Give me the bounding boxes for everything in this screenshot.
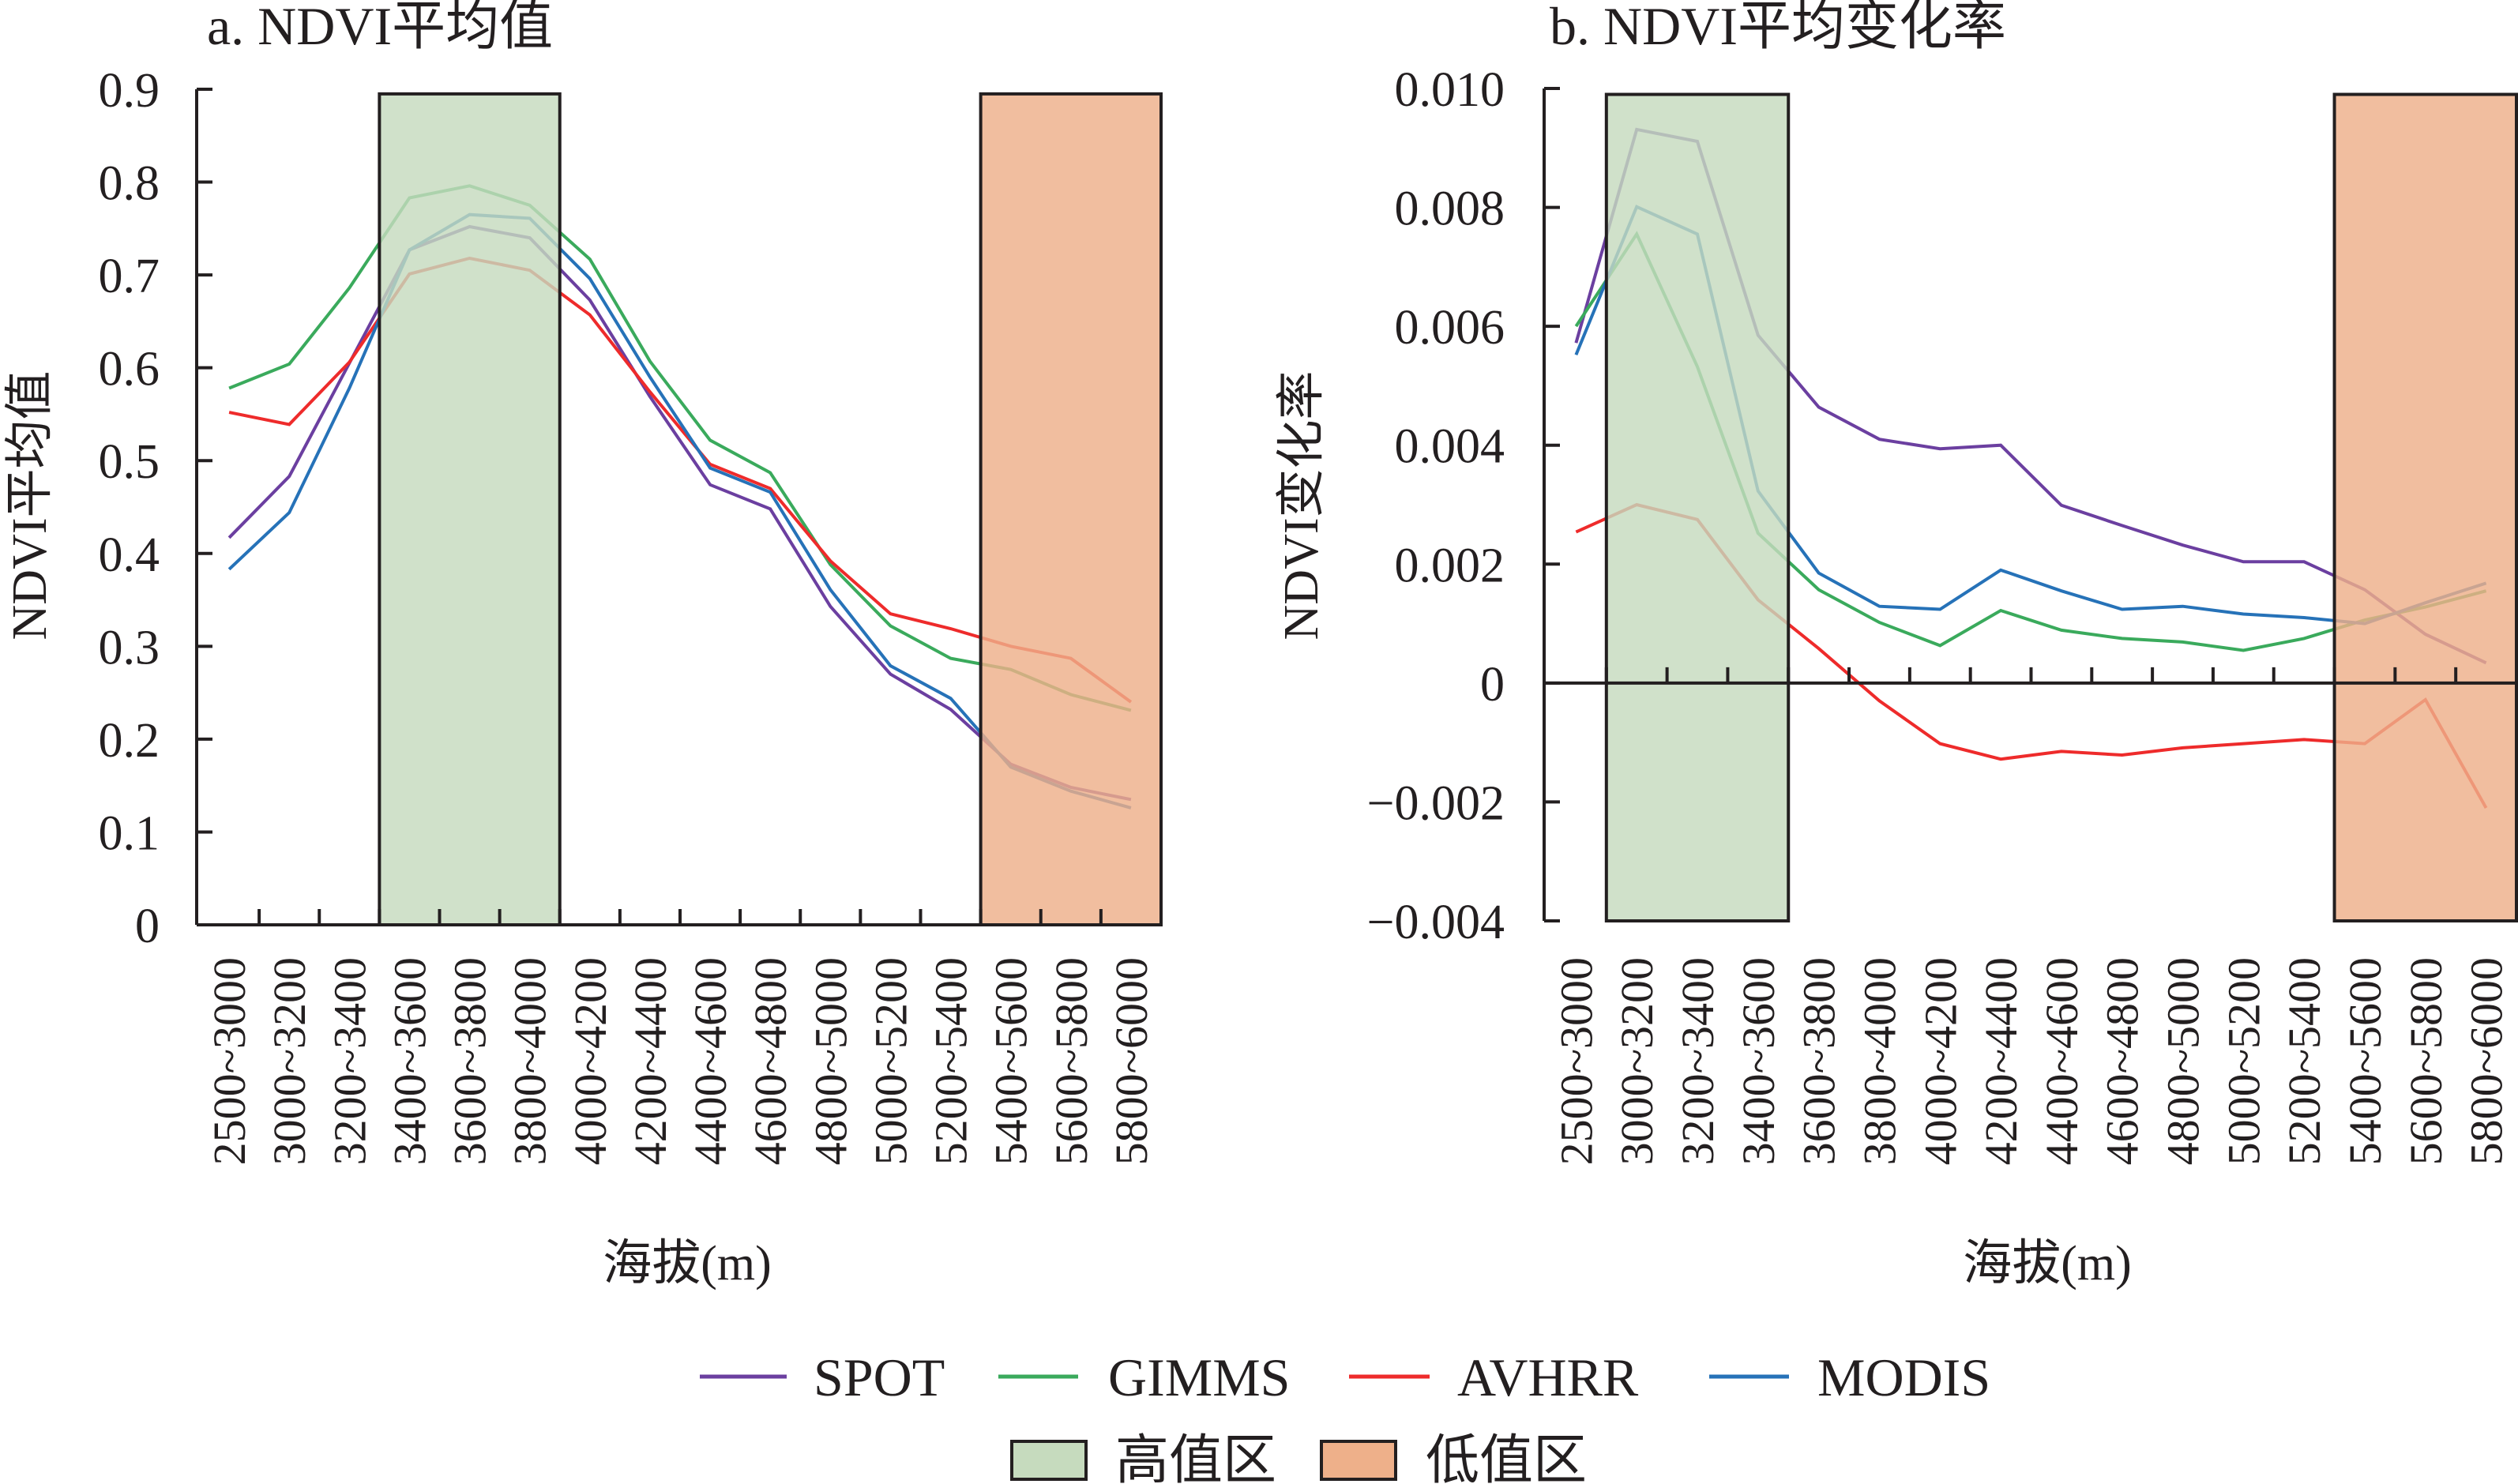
panel-b-x-tick-label: 4800~5000	[2158, 957, 2209, 1165]
panel-a-y-tick-label: 0.2	[99, 714, 160, 768]
panel-b-y-tick-label: 0	[1480, 658, 1505, 712]
legend: SPOT GIMMS AVHRR MODIS 高值区 低值区	[700, 1347, 1990, 1484]
panel-a-ndvi-mean: a. NDVI平均值 NDVI平均值 海拔(m) 0 0.1 0.2 0.3 0.4 0.…	[3, 0, 1163, 1291]
panel-b-x-tick-label: 5600~5800	[2400, 957, 2452, 1165]
panel-b-region-high-value-zone	[1606, 94, 1789, 922]
legend-item-modis: MODIS	[1709, 1347, 1990, 1407]
panel-b-x-tick-label: 3000~3200	[1611, 957, 1663, 1165]
legend-item-avhrr: AVHRR	[1349, 1347, 1639, 1407]
panel-b-x-tick-label: 4200~4400	[1975, 957, 2027, 1165]
legend-label-low-value-zone: 低值区	[1426, 1430, 1587, 1484]
panel-a-x-tick-label: 3400~3600	[384, 957, 435, 1165]
panel-b-title: b. NDVI平均变化率	[1550, 0, 2006, 56]
panel-b-y-tick-label: 0.006	[1395, 301, 1505, 355]
legend-label-spot: SPOT	[814, 1347, 945, 1407]
panel-a-x-tick-label: 2500~3000	[204, 957, 255, 1165]
panel-a-x-tick-label: 5800~6000	[1106, 957, 1157, 1165]
panel-a-title: a. NDVI平均值	[207, 0, 553, 56]
panel-b-x-tick-label: 3200~3400	[1672, 957, 1723, 1165]
panel-b-ndvi-change-rate: b. NDVI平均变化率 NDVI变化率 海拔(m) −0.004 −0.002 0…	[1275, 0, 2518, 1291]
legend-item-low-value-zone: 低值区	[1320, 1430, 1587, 1484]
panel-b-region-low-value-zone	[2334, 94, 2516, 922]
panel-b-x-tick-label: 3800~4000	[1854, 957, 1905, 1165]
panel-b-region-low-value-zone-border	[2332, 92, 2518, 923]
panel-b-y-tick-label: 0.004	[1395, 420, 1505, 474]
panel-b-x-tick-label: 5400~5600	[2339, 957, 2391, 1165]
panel-b-y-tick-label: −0.002	[1367, 776, 1505, 830]
panel-a-x-tick-label: 4000~4200	[565, 957, 616, 1165]
legend-label-avhrr: AVHRR	[1457, 1347, 1639, 1407]
panel-a-x-tick-label: 5600~5800	[1046, 957, 1097, 1165]
panel-b-y-tick-label: 0.010	[1395, 63, 1505, 117]
panel-a-x-tick-label: 4600~4800	[745, 957, 796, 1165]
panel-a-x-tick-label: 5200~5400	[926, 957, 977, 1165]
panel-a-axes: 0 0.1 0.2 0.3 0.4 0.5 0.6 0.7 0.8 0.9 2500~3000 300…	[99, 64, 1161, 1165]
panel-a-y-tick-label: 0.7	[99, 250, 160, 303]
panel-a-x-tick-label: 5000~5200	[865, 957, 916, 1165]
panel-b-y-axis-title: NDVI变化率	[1275, 371, 1329, 641]
panel-b-x-tick-label: 5800~6000	[2461, 957, 2512, 1165]
panel-a-y-tick-label: 0.1	[99, 806, 160, 860]
panel-b-y-tick-label: 0.008	[1395, 182, 1505, 236]
panel-a-y-tick-label: 0.9	[99, 64, 160, 118]
legend-item-high-value-zone: 高值区	[1010, 1430, 1276, 1484]
panel-b-x-tick-label: 3400~3600	[1733, 957, 1784, 1165]
legend-swatch-high-value-zone	[1010, 1440, 1088, 1481]
panel-b-region-high-value-zone-border	[1604, 92, 1791, 923]
panel-b-y-tick-label: −0.004	[1367, 896, 1505, 949]
legend-label-high-value-zone: 高值区	[1115, 1430, 1276, 1484]
legend-item-spot: SPOT	[700, 1347, 945, 1407]
panel-a-y-tick-label: 0.5	[99, 435, 160, 489]
panel-a-x-tick-label: 4400~4600	[685, 957, 736, 1165]
panel-a-y-tick-label: 0.3	[99, 621, 160, 674]
panel-a-x-tick-label: 5400~5600	[986, 957, 1037, 1165]
panel-a-y-tick-label: 0	[135, 900, 160, 953]
panel-b-x-tick-label: 2500~3000	[1550, 957, 1602, 1165]
panel-a-x-tick-label: 3200~3400	[324, 957, 375, 1165]
panel-b-x-tick-label: 4600~4800	[2097, 957, 2148, 1165]
panel-a-x-tick-label: 3800~4000	[505, 957, 556, 1165]
panel-a-region-high-value-zone	[379, 93, 560, 925]
panel-a-y-tick-label: 0.6	[99, 343, 160, 396]
panel-b-x-tick-label: 4400~4600	[2036, 957, 2088, 1165]
panel-a-x-tick-label: 4200~4400	[625, 957, 676, 1165]
panel-a-region-low-value-zone	[980, 93, 1161, 925]
panel-a-y-tick-label: 0.4	[99, 528, 160, 582]
panel-b-region-overlays	[1604, 92, 2518, 923]
panel-a-x-tick-label: 4800~5000	[805, 957, 856, 1165]
panel-b-y-tick-label: 0.002	[1395, 539, 1505, 592]
legend-label-modis: MODIS	[1817, 1347, 1990, 1407]
legend-item-gimms: GIMMS	[998, 1347, 1291, 1407]
panel-b-x-tick-label: 5200~5400	[2279, 957, 2330, 1165]
legend-label-gimms: GIMMS	[1108, 1347, 1291, 1407]
panel-a-y-tick-label: 0.8	[99, 157, 160, 211]
panel-b-x-axis-title: 海拔(m)	[1963, 1237, 2132, 1291]
panel-b-axes: −0.004 −0.002 0 0.002 0.004 0.006 0.008 0.010 25…	[1367, 63, 2516, 1165]
panel-b-x-tick-label: 4000~4200	[1915, 957, 1966, 1165]
legend-swatch-low-value-zone	[1320, 1440, 1397, 1481]
panel-a-x-tick-label: 3000~3200	[264, 957, 315, 1165]
panel-a-x-tick-label: 3600~3800	[445, 957, 496, 1165]
panel-b-x-tick-label: 5000~5200	[2218, 957, 2269, 1165]
panel-b-x-tick-label: 3600~3800	[1794, 957, 1845, 1165]
panel-a-y-axis-title: NDVI平均值	[3, 371, 57, 641]
panel-a-x-axis-title: 海拔(m)	[603, 1237, 772, 1291]
